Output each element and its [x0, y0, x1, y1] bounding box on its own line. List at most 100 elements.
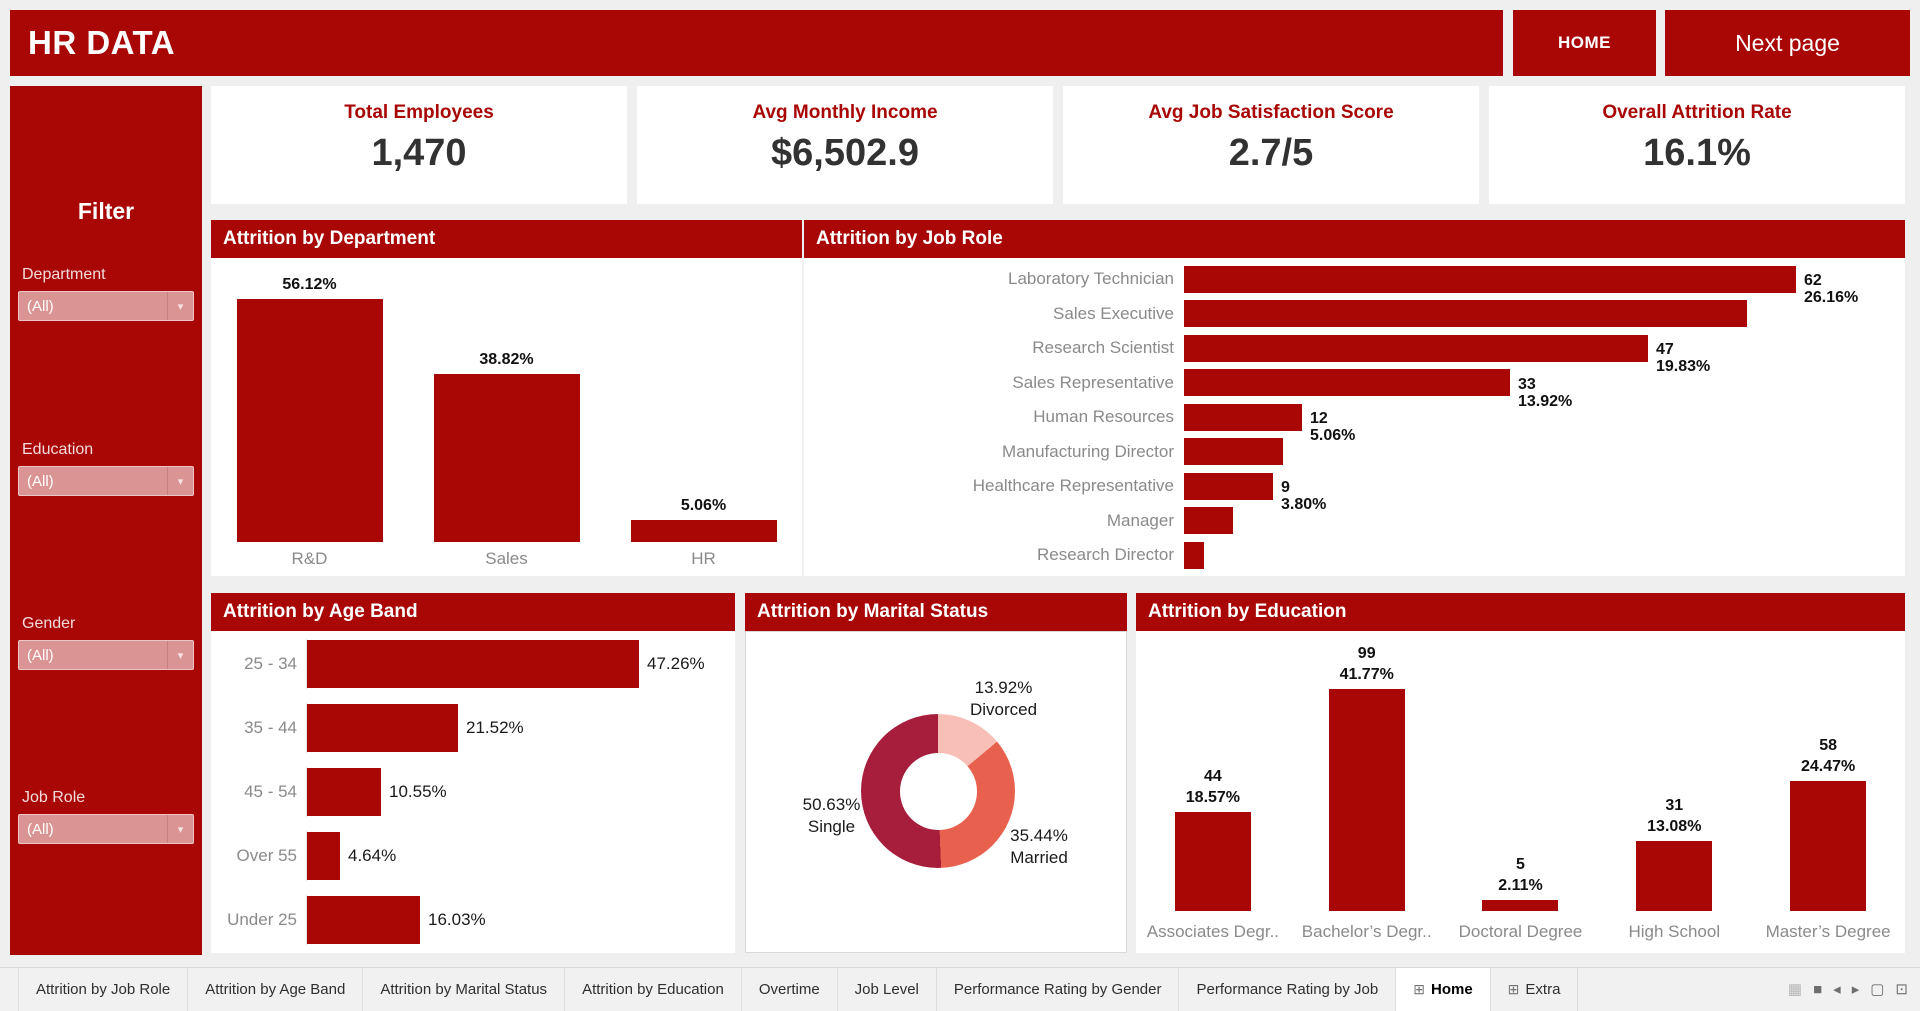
- axis-category-label: 35 - 44: [244, 718, 297, 737]
- filter-dropdown-education[interactable]: (All) ▾: [18, 466, 194, 496]
- tab-extra[interactable]: ⊞ Extra: [1491, 968, 1579, 1011]
- bar-value-label: 9 3.80%: [1281, 479, 1327, 513]
- tab-attrition-by-marital-status[interactable]: Attrition by Marital Status: [363, 968, 566, 1011]
- grid-view-icon[interactable]: ▦: [1787, 981, 1803, 998]
- chevron-down-icon[interactable]: ▾: [167, 467, 193, 495]
- filter-group-department: Department (All) ▾: [10, 266, 202, 321]
- filter-dropdown-department[interactable]: (All) ▾: [18, 291, 194, 321]
- bar[interactable]: [1328, 689, 1405, 911]
- dashboard-sheet-icon: ⊞: [1507, 981, 1520, 997]
- kpi-value: $6,502.9: [771, 132, 919, 174]
- tab-home[interactable]: ⊞ Home: [1396, 968, 1491, 1011]
- filmstrip-icon[interactable]: ■: [1813, 980, 1823, 998]
- bar[interactable]: [1184, 334, 1648, 362]
- bar-value-label: 56.12%: [282, 276, 337, 293]
- bar[interactable]: [1184, 541, 1204, 569]
- bar[interactable]: [1790, 781, 1867, 911]
- filter-label: Job Role: [22, 789, 86, 806]
- chevron-down-icon[interactable]: ▾: [167, 292, 193, 320]
- kpi-value: 2.7/5: [1228, 132, 1314, 174]
- tab-label: Extra: [1525, 981, 1561, 998]
- tab-attrition-by-job-role[interactable]: Attrition by Job Role: [19, 968, 189, 1011]
- chevron-down-icon[interactable]: ▾: [167, 641, 193, 669]
- job-role-row: Manufacturing Director: [804, 437, 1905, 467]
- bar[interactable]: [307, 832, 340, 880]
- sheet-tab-bar: Attrition by Job Role Attrition by Age Ba…: [0, 967, 1920, 1011]
- bar[interactable]: [1184, 369, 1510, 396]
- tab-performance-rating-by-gender[interactable]: Performance Rating by Gender: [937, 968, 1180, 1011]
- age-band-row: Over 55 4.64%: [211, 831, 735, 881]
- bar-zone: 21.52%: [306, 703, 524, 753]
- bar[interactable]: [236, 299, 383, 542]
- bar-value-label: 5 2.11%: [1498, 856, 1543, 894]
- bar-value-label: 47 19.83%: [1656, 341, 1711, 375]
- panel-title: Attrition by Department: [211, 220, 802, 258]
- axis-category-label: Master’s Degree: [1765, 922, 1891, 941]
- tab-label: Attrition by Job Role: [36, 981, 171, 998]
- fullscreen-icon[interactable]: ▢: [1870, 981, 1885, 998]
- prev-sheet-icon[interactable]: ◂: [1833, 981, 1841, 998]
- panel-attrition-by-marital-status: Attrition by Marital Status 13.92% Divorc…: [745, 593, 1127, 953]
- tab-performance-rating-by-job[interactable]: Performance Rating by Job: [1179, 968, 1397, 1011]
- bar[interactable]: [307, 640, 639, 688]
- education-chart: 44 18.57% Associates Degr.. 99 41.77% Bachelo…: [1136, 631, 1905, 953]
- panel-title: Attrition by Marital Status: [745, 593, 1127, 631]
- bar[interactable]: [433, 374, 580, 542]
- kpi-card-4: Overall Attrition Rate 16.1%: [1489, 86, 1905, 204]
- bar[interactable]: [1636, 841, 1713, 911]
- education-bar-group: 44 18.57% Associates Degr..: [1136, 631, 1290, 953]
- kpi-value: 16.1%: [1643, 132, 1751, 174]
- filter-label: Education: [22, 441, 94, 458]
- kpi-label: Avg Monthly Income: [752, 102, 938, 123]
- bar[interactable]: [1184, 403, 1302, 431]
- donut-slice-label-single: 50.63% Single: [802, 795, 861, 836]
- axis-category-label: Manufacturing Director: [1002, 441, 1174, 461]
- chevron-down-icon[interactable]: ▾: [167, 815, 193, 843]
- presentation-icon[interactable]: ⊡: [1895, 981, 1908, 998]
- tab-label: Performance Rating by Gender: [953, 981, 1162, 998]
- axis-category-label: Research Director: [1037, 545, 1174, 564]
- bar-zone: 4.64%: [306, 831, 396, 881]
- tab-label: Performance Rating by Job: [1196, 981, 1379, 998]
- home-button[interactable]: HOME: [1513, 10, 1656, 76]
- tab-attrition-by-education[interactable]: Attrition by Education: [565, 968, 742, 1011]
- job-role-row: Research Scientist 47 19.83%: [804, 333, 1905, 375]
- axis-category-label: Manager: [1106, 510, 1174, 530]
- bar-value-label: 44 18.57%: [1185, 768, 1241, 806]
- next-page-button[interactable]: Next page: [1665, 10, 1910, 76]
- filter-dropdown-job-role[interactable]: (All) ▾: [18, 814, 194, 844]
- tab-job-level[interactable]: Job Level: [838, 968, 937, 1011]
- axis-category-label: Sales Executive: [1053, 303, 1174, 323]
- bar[interactable]: [307, 768, 381, 816]
- bar[interactable]: [1184, 438, 1283, 465]
- tab-attrition-by-age-band[interactable]: Attrition by Age Band: [188, 968, 364, 1011]
- axis-category-label: Associates Degr..: [1146, 922, 1280, 941]
- bar[interactable]: [307, 704, 458, 752]
- axis-category-label: Over 55: [236, 846, 297, 865]
- dropdown-value: (All): [27, 472, 54, 490]
- bar[interactable]: [1174, 812, 1251, 911]
- donut-chart[interactable]: [861, 714, 1015, 868]
- bar[interactable]: [1184, 300, 1747, 327]
- next-sheet-icon[interactable]: ▸: [1851, 981, 1860, 998]
- bar[interactable]: [630, 520, 777, 542]
- dropdown-value: (All): [27, 820, 54, 838]
- panel-title: Attrition by Education: [1136, 593, 1905, 631]
- bar-value-label: 21.52%: [466, 718, 524, 737]
- header-bar: HR DATA: [10, 10, 1503, 76]
- job-role-row: Human Resources 12 5.06%: [804, 402, 1905, 444]
- bar-value-label: 10.55%: [389, 782, 447, 801]
- axis-category-label: 45 - 54: [244, 782, 297, 801]
- bar[interactable]: [1184, 472, 1273, 500]
- bar[interactable]: [1482, 900, 1559, 911]
- job-role-chart: Laboratory Technician 62 26.16% Sales Execu…: [804, 264, 1905, 570]
- filter-label: Department: [22, 266, 106, 283]
- department-bar-group: 5.06% HR: [605, 258, 802, 576]
- filter-dropdown-gender[interactable]: (All) ▾: [18, 640, 194, 670]
- bar[interactable]: [1184, 265, 1796, 293]
- tab-overtime[interactable]: Overtime: [742, 968, 838, 1011]
- bar[interactable]: [307, 896, 420, 944]
- department-bar-group: 56.12% R&D: [211, 258, 408, 576]
- filter-group-job-role: Job Role (All) ▾: [10, 789, 202, 844]
- bar[interactable]: [1184, 507, 1233, 534]
